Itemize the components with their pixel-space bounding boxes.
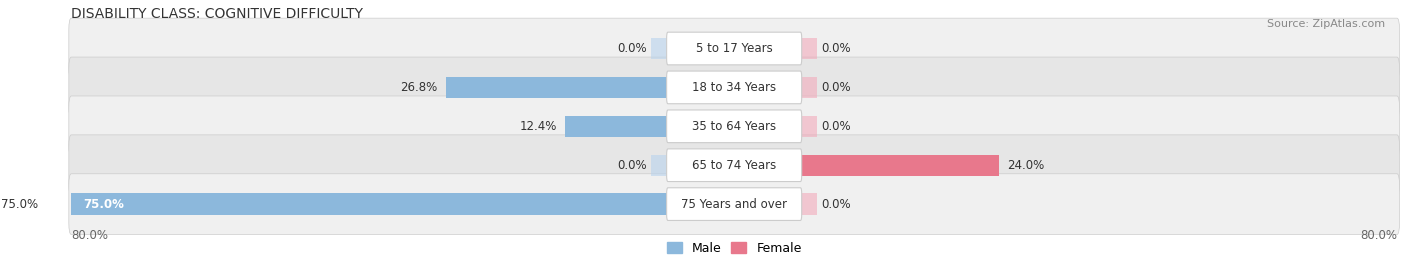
FancyBboxPatch shape [69,135,1399,195]
FancyBboxPatch shape [666,71,801,104]
Text: 26.8%: 26.8% [401,81,437,94]
Legend: Male, Female: Male, Female [662,237,807,260]
Text: 0.0%: 0.0% [821,120,851,133]
Text: 75.0%: 75.0% [84,198,125,211]
Text: 0.0%: 0.0% [617,159,647,172]
Text: Source: ZipAtlas.com: Source: ZipAtlas.com [1267,19,1385,29]
FancyBboxPatch shape [69,174,1399,234]
Text: 5 to 17 Years: 5 to 17 Years [696,42,772,55]
Text: 0.0%: 0.0% [821,198,851,211]
Text: 0.0%: 0.0% [821,81,851,94]
Text: 80.0%: 80.0% [72,230,108,242]
Text: DISABILITY CLASS: COGNITIVE DIFFICULTY: DISABILITY CLASS: COGNITIVE DIFFICULTY [72,7,363,21]
Bar [651,38,668,59]
Bar [46,193,668,215]
Text: 0.0%: 0.0% [821,42,851,55]
Bar [800,193,817,215]
FancyBboxPatch shape [69,57,1399,118]
FancyBboxPatch shape [666,149,801,181]
Text: 65 to 74 Years: 65 to 74 Years [692,159,776,172]
Text: 18 to 34 Years: 18 to 34 Years [692,81,776,94]
Text: 75 Years and over: 75 Years and over [681,198,787,211]
FancyBboxPatch shape [666,110,801,143]
Text: 80.0%: 80.0% [1360,230,1398,242]
Text: 24.0%: 24.0% [1008,159,1045,172]
Text: 0.0%: 0.0% [617,42,647,55]
Bar [446,77,668,98]
FancyBboxPatch shape [69,96,1399,157]
FancyBboxPatch shape [69,18,1399,79]
Text: 75.0%: 75.0% [1,198,38,211]
FancyBboxPatch shape [666,188,801,221]
Text: 12.4%: 12.4% [519,120,557,133]
Bar [565,116,668,137]
Bar [800,116,817,137]
Bar [800,77,817,98]
Bar [800,154,1000,176]
FancyBboxPatch shape [666,32,801,65]
Bar [651,154,668,176]
Text: 35 to 64 Years: 35 to 64 Years [692,120,776,133]
Bar [800,38,817,59]
